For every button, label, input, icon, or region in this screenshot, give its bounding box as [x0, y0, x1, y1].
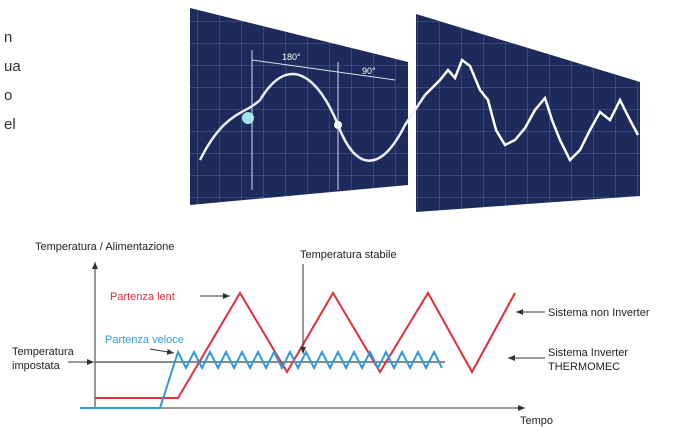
arrow: [150, 349, 174, 353]
inverter-label: Sistema Inverter: [548, 347, 628, 359]
non-inverter-label: Sistema non Inverter: [548, 307, 650, 319]
right-grid: [416, 14, 640, 212]
diagram: Temperatura / Alimentazione Tempo Temper…: [12, 241, 650, 427]
page: n ua o el 180° 90° Temperatura / Aliment…: [0, 0, 683, 427]
set-temp-label: Temperatura: [12, 346, 75, 358]
intro-line: o: [4, 87, 12, 104]
set-temp-label: impostata: [12, 360, 61, 372]
intro-line: ua: [4, 58, 21, 75]
angle-label: 90°: [362, 66, 376, 76]
fast-start-label: Partenza veloce: [105, 334, 184, 346]
slow-start-label: Partenza lent: [110, 291, 175, 303]
angle-label: 180°: [282, 52, 301, 62]
stable-label: Temperatura stabile: [300, 249, 397, 261]
intro-line: n: [4, 29, 12, 46]
left-grid: [190, 8, 408, 205]
x-axis-label: Tempo: [520, 415, 553, 427]
illustration: 180° 90°: [190, 8, 640, 212]
intro-line: el: [4, 116, 16, 133]
y-axis-label: Temperatura / Alimentazione: [35, 241, 174, 253]
intro-text: n ua o el: [4, 29, 21, 133]
inverter-label: THERMOMEC: [548, 361, 620, 373]
